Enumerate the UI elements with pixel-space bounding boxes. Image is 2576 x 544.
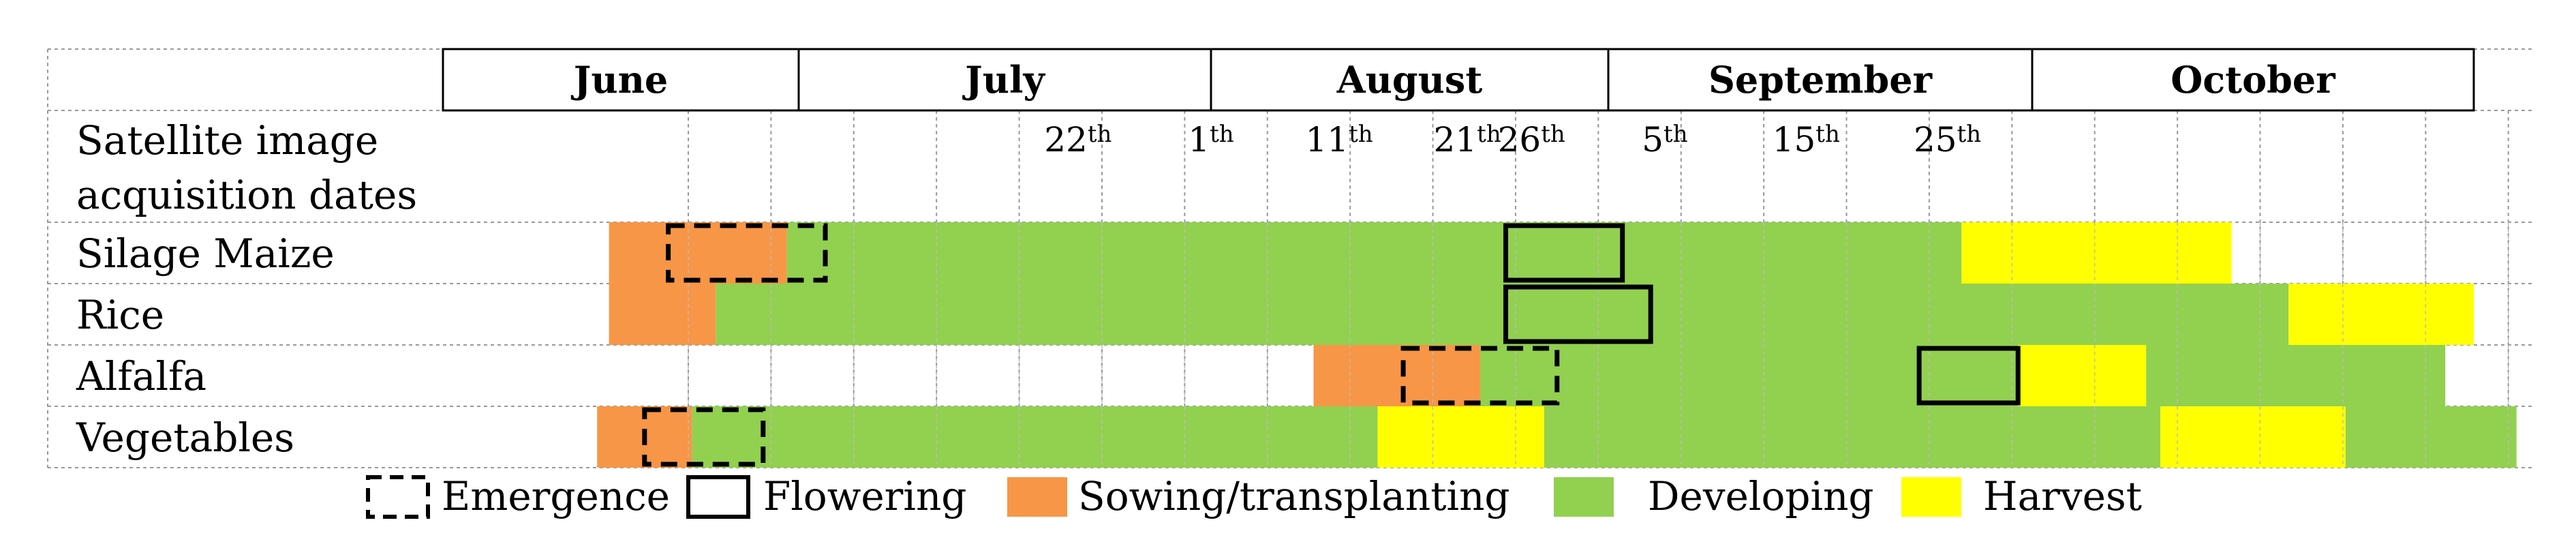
month-header: June July August September October bbox=[442, 48, 2475, 112]
acquisition-date: 22th bbox=[1044, 120, 1111, 160]
phase-bar-sowing bbox=[609, 284, 716, 345]
phase-bar-harvest bbox=[1377, 406, 1544, 468]
legend-swatch-flowering bbox=[686, 475, 750, 519]
phase-bar-developing bbox=[692, 406, 1378, 468]
row-labels: Satellite image acquisition dates Silage M… bbox=[76, 117, 1981, 461]
phase-bar-developing bbox=[2146, 345, 2446, 406]
month-header-box bbox=[442, 48, 2475, 112]
month-label: July bbox=[962, 58, 1045, 102]
crop-label: Alfalfa bbox=[76, 353, 206, 399]
legend-swatch-sowing bbox=[1007, 477, 1067, 517]
phase-bar-developing bbox=[1479, 345, 2019, 406]
month-label: June bbox=[571, 58, 668, 102]
emergence-box bbox=[1400, 346, 1560, 406]
legend-label-flowering: Flowering bbox=[763, 473, 966, 519]
legend-label-sowing: Sowing/transplanting bbox=[1078, 473, 1510, 519]
legend: Emergence Flowering Sowing/transplanting De… bbox=[366, 473, 2142, 519]
phase-bar-developing bbox=[2345, 406, 2517, 468]
acquisition-date: 5th bbox=[1642, 120, 1687, 160]
legend-label-harvest: Harvest bbox=[1983, 473, 2142, 519]
phase-bar-harvest bbox=[1961, 222, 2232, 284]
legend-label-emergence: Emergence bbox=[442, 473, 670, 519]
flowering-box bbox=[1503, 223, 1625, 283]
phase-bar-harvest bbox=[2288, 284, 2474, 345]
month-label: August bbox=[1336, 58, 1483, 102]
acquisition-date: 26th bbox=[1498, 120, 1565, 160]
month-label: October bbox=[2171, 58, 2335, 102]
crop-label: Rice bbox=[76, 292, 164, 338]
legend-label-developing: Developing bbox=[1648, 473, 1874, 519]
phase-outlines bbox=[642, 223, 2021, 467]
phase-bar-sowing bbox=[609, 222, 787, 284]
crop-label: Vegetables bbox=[76, 414, 294, 461]
acquisition-date: 15th bbox=[1773, 120, 1840, 160]
emergence-box bbox=[666, 223, 828, 283]
month-label: September bbox=[1708, 58, 1933, 102]
acquisition-date: 1th bbox=[1188, 120, 1233, 160]
legend-swatch-emergence bbox=[366, 475, 430, 519]
phase-bar-developing bbox=[786, 222, 1962, 284]
phase-bar-developing bbox=[716, 284, 2289, 345]
phase-bar-harvest bbox=[2160, 406, 2346, 468]
acquisition-dates-label: acquisition dates bbox=[76, 172, 417, 218]
legend-swatch-developing bbox=[1554, 477, 1614, 517]
crop-label: Silage Maize bbox=[76, 230, 335, 277]
phase-bar-sowing bbox=[1313, 345, 1480, 406]
acquisition-date: 25th bbox=[1914, 120, 1981, 160]
phase-bar-developing bbox=[1544, 406, 2161, 468]
phase-bars bbox=[597, 222, 2517, 468]
acquisition-date: 11th bbox=[1305, 120, 1373, 160]
flowering-box bbox=[1503, 284, 1653, 344]
emergence-box bbox=[642, 407, 766, 467]
acquisition-date: 21th bbox=[1434, 120, 1501, 160]
flowering-box bbox=[1916, 346, 2021, 406]
legend-swatch-harvest bbox=[1901, 477, 1961, 517]
acquisition-dates-label: Satellite image bbox=[76, 117, 378, 164]
phase-bar-harvest bbox=[2018, 345, 2147, 406]
